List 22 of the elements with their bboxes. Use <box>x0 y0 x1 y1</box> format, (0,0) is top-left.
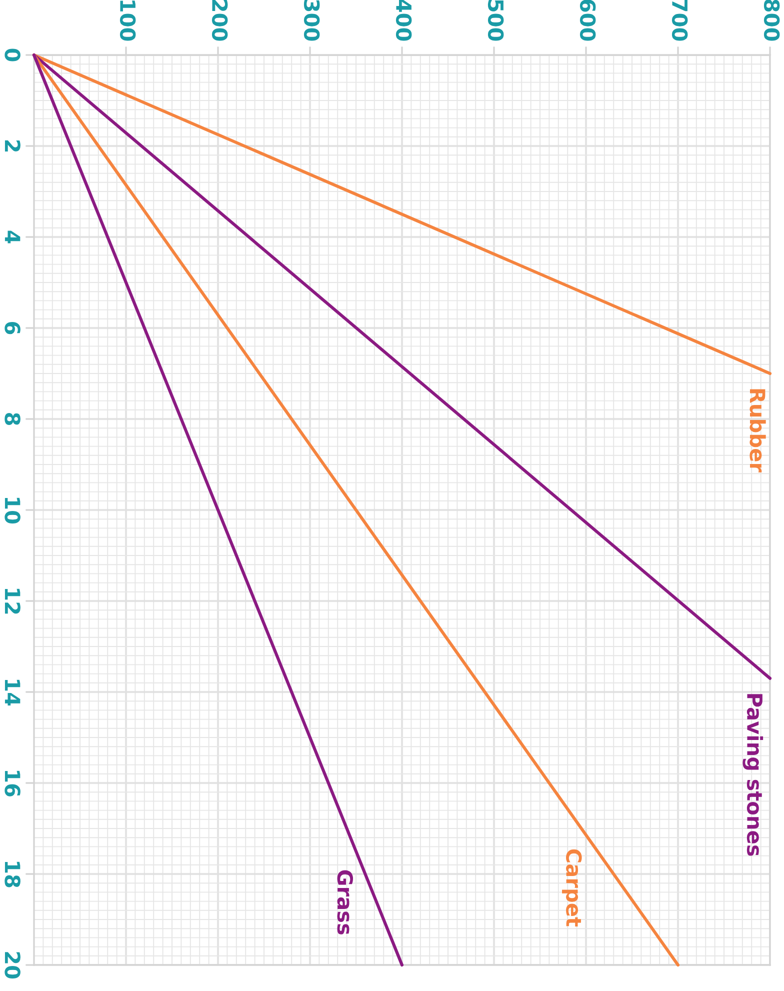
y-tick-label: 16 <box>4 770 20 796</box>
x-tick-label: 800 <box>764 0 780 41</box>
y-tick-label: 14 <box>4 680 20 706</box>
x-tick-label: 300 <box>304 0 320 41</box>
x-tick-label: 100 <box>120 0 136 41</box>
y-tick-label: 4 <box>4 230 20 244</box>
text: Paving stones <box>742 694 764 856</box>
y-tick-label: 18 <box>4 862 20 888</box>
x-tick-label: 700 <box>672 0 688 41</box>
y-tick-label: 10 <box>4 498 20 524</box>
x-tick-label: 500 <box>488 0 504 41</box>
y-tick-label: 20 <box>4 952 20 978</box>
y-tick-label: 2 <box>4 140 20 152</box>
text: Rubber <box>750 389 766 472</box>
y-tick-label: 0 <box>4 48 20 62</box>
x-tick-label: 200 <box>212 0 228 41</box>
y-tick-label: 6 <box>4 322 20 334</box>
x-tick-label: 600 <box>580 0 596 41</box>
text: Carpet <box>562 849 582 926</box>
y-tick-label: 8 <box>4 413 20 425</box>
y-tick-label: 12 <box>4 588 20 614</box>
text: Grass <box>337 870 354 934</box>
